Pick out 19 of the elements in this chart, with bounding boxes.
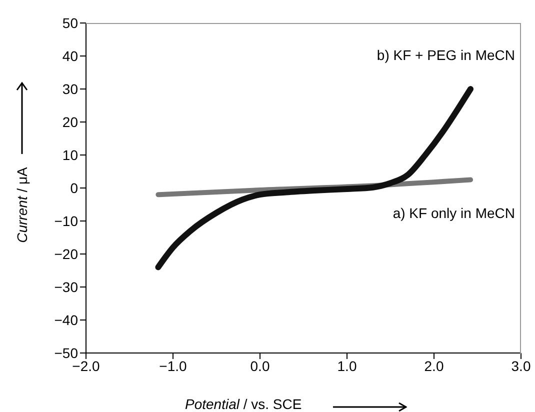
series-label: a) KF only in MeCN — [392, 205, 515, 222]
y-tick-label: −40 — [54, 312, 78, 328]
x-tick-label: 1.0 — [337, 358, 357, 374]
y-tick-label: −10 — [54, 212, 78, 229]
text: b) KF + PEG in MeCN — [376, 47, 515, 63]
y-tick-label: −30 — [54, 278, 78, 295]
y-tick-label: 50 — [62, 14, 78, 31]
y-tick-label: 0 — [70, 180, 78, 196]
x-tick-label: 3.0 — [511, 358, 531, 374]
y-tick-label: −20 — [54, 246, 78, 262]
x-axis-title: Potential / vs. SCE — [185, 396, 302, 412]
y-axis-title: Current / μA — [14, 167, 30, 243]
y-tick-label: 40 — [62, 48, 78, 64]
y-tick-label: 10 — [62, 146, 78, 163]
x-tick-label: −1.0 — [159, 358, 188, 374]
x-tick-label: 0.0 — [250, 358, 270, 374]
y-tick-label: 20 — [62, 114, 78, 130]
x-tick-label: 2.0 — [424, 358, 444, 374]
y-tick-label: 30 — [62, 80, 78, 97]
